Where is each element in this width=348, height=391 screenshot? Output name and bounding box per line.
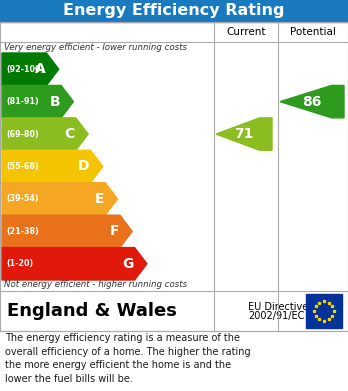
Text: (55-68): (55-68) bbox=[6, 162, 39, 171]
Text: E: E bbox=[95, 192, 104, 206]
Bar bbox=[0, 291, 348, 331]
Polygon shape bbox=[2, 85, 73, 118]
Text: B: B bbox=[49, 95, 60, 109]
Text: C: C bbox=[64, 127, 75, 141]
Polygon shape bbox=[2, 150, 103, 183]
Text: (1-20): (1-20) bbox=[6, 259, 33, 268]
Text: EU Directive: EU Directive bbox=[248, 302, 308, 312]
Polygon shape bbox=[216, 118, 272, 150]
Bar bbox=[0, 0, 348, 22]
Text: England & Wales: England & Wales bbox=[7, 302, 177, 320]
Text: Potential: Potential bbox=[290, 27, 336, 37]
Text: The energy efficiency rating is a measure of the
overall efficiency of a home. T: The energy efficiency rating is a measur… bbox=[5, 333, 251, 384]
Text: (92-100): (92-100) bbox=[6, 65, 44, 74]
Polygon shape bbox=[280, 85, 344, 118]
Text: 71: 71 bbox=[234, 127, 254, 141]
Text: Very energy efficient - lower running costs: Very energy efficient - lower running co… bbox=[4, 43, 187, 52]
Polygon shape bbox=[2, 183, 118, 215]
Polygon shape bbox=[2, 118, 88, 150]
Text: 2002/91/EC: 2002/91/EC bbox=[248, 311, 304, 321]
Text: (81-91): (81-91) bbox=[6, 97, 39, 106]
Polygon shape bbox=[2, 248, 147, 280]
Text: Current: Current bbox=[226, 27, 266, 37]
Text: G: G bbox=[122, 257, 134, 271]
Bar bbox=[0, 22, 348, 331]
Text: (69-80): (69-80) bbox=[6, 129, 39, 138]
Text: D: D bbox=[78, 160, 89, 174]
Text: F: F bbox=[109, 224, 119, 239]
Text: Energy Efficiency Rating: Energy Efficiency Rating bbox=[63, 4, 285, 18]
Polygon shape bbox=[2, 215, 132, 248]
Text: (21-38): (21-38) bbox=[6, 227, 39, 236]
Text: Not energy efficient - higher running costs: Not energy efficient - higher running co… bbox=[4, 280, 187, 289]
Bar bbox=[306, 294, 342, 328]
Text: A: A bbox=[35, 62, 45, 76]
Polygon shape bbox=[2, 53, 59, 85]
Text: (39-54): (39-54) bbox=[6, 194, 39, 203]
Text: 86: 86 bbox=[302, 95, 322, 109]
